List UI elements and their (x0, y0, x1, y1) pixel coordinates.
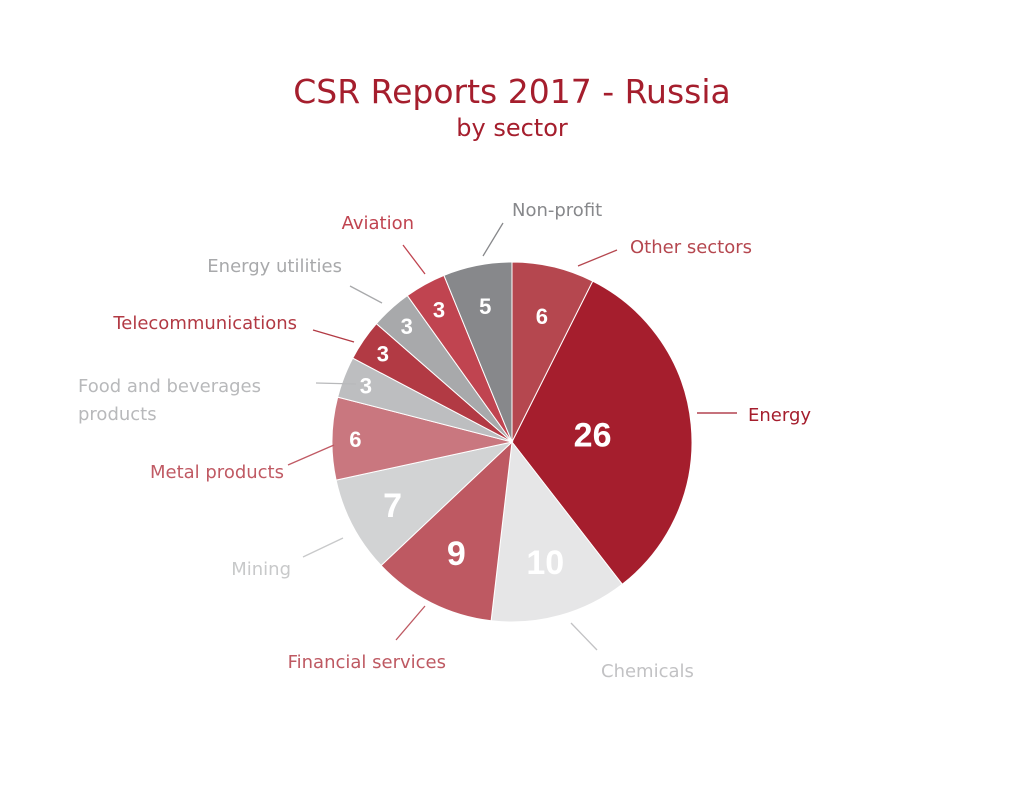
leader-line-telecommunications (312, 329, 355, 343)
leader-line-chemicals (570, 622, 598, 651)
value-label-mining: 7 (383, 487, 402, 525)
category-label-mining: Mining (231, 559, 291, 580)
value-label-energy: 26 (574, 416, 612, 454)
leader-line-non-profit (482, 222, 504, 257)
leader-line-energy-utilities (349, 285, 383, 304)
value-label-non-profit: 5 (479, 294, 491, 319)
leader-line-food-and-beverages-products (315, 382, 357, 385)
category-label-chemicals: Chemicals (601, 661, 694, 682)
category-label-food-and-beverages-products: Food and beverages products (78, 376, 261, 425)
pie-slices (331, 261, 693, 623)
leader-line-aviation (402, 244, 426, 275)
category-label-telecommunications: Telecommunications (112, 313, 297, 334)
category-label-energy: Energy (748, 405, 811, 426)
leader-lines (287, 222, 737, 651)
chart-subtitle: by sector (456, 114, 568, 142)
value-label-energy-utilities: 3 (401, 314, 413, 339)
slice-mining (335, 441, 514, 567)
leader-line-mining (302, 537, 344, 558)
value-label-metal-products: 6 (349, 427, 361, 452)
leader-line-metal-products (287, 444, 335, 466)
value-label-food-and-beverages-products: 3 (360, 374, 372, 399)
category-label-non-profit: Non-profit (512, 200, 602, 221)
chart-title: CSR Reports 2017 - Russia (293, 72, 731, 111)
slice-financial-services (380, 440, 513, 622)
value-label-other-sectors: 6 (536, 304, 548, 329)
category-label-financial-services: Financial services (288, 652, 446, 673)
leader-line-other-sectors (577, 249, 618, 267)
value-label-chemicals: 10 (526, 544, 564, 582)
leader-line-financial-services (395, 605, 426, 641)
slice-non-profit (443, 261, 513, 443)
category-label-energy-utilities: Energy utilities (207, 256, 342, 277)
slice-energy (511, 280, 693, 585)
value-label-aviation: 3 (433, 298, 445, 323)
category-labels: Other sectors Energy Chemicals Financial se… (78, 200, 811, 682)
category-label-other-sectors: Other sectors (630, 237, 752, 258)
value-label-financial-services: 9 (447, 535, 466, 573)
category-label-aviation: Aviation (342, 213, 414, 234)
value-label-telecommunications: 3 (377, 341, 389, 366)
category-label-metal-products: Metal products (150, 462, 284, 483)
slice-chemicals (490, 440, 623, 623)
